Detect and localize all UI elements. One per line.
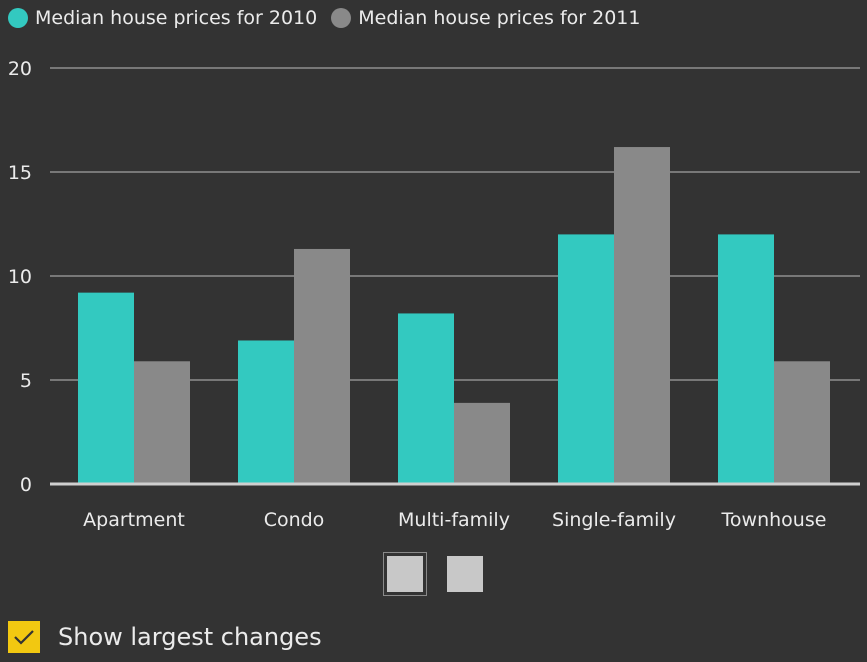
x-tick-label-condo: Condo xyxy=(264,509,325,531)
page-2-button[interactable] xyxy=(447,556,483,592)
bar-single-family-2010 xyxy=(558,234,614,484)
x-tick-label-townhouse: Townhouse xyxy=(721,509,827,531)
bar-apartment-2011 xyxy=(134,361,190,484)
bar-condo-2011 xyxy=(294,248,350,484)
show-largest-changes-checkbox[interactable] xyxy=(8,621,40,653)
bar-chart: 0 5 10 15 20 Apartment Condo Multi-family Single… xyxy=(8,58,860,531)
y-tick-label-10: 10 xyxy=(8,266,32,288)
page-navigator xyxy=(383,552,483,596)
legend: Median house prices for 2010 Median hous… xyxy=(8,5,654,31)
show-largest-changes-toggle[interactable]: Show largest changes xyxy=(8,621,322,653)
legend-label-2011: Median house prices for 2011 xyxy=(358,7,641,29)
page-1-indicator xyxy=(387,556,423,592)
show-largest-changes-label: Show largest changes xyxy=(58,623,322,651)
bar-townhouse-2010 xyxy=(718,234,774,484)
y-tick-label-20: 20 xyxy=(8,58,32,80)
legend-marker-2011 xyxy=(331,8,352,28)
bar-multi-family-2011 xyxy=(454,402,510,484)
bar-condo-2010 xyxy=(238,340,294,484)
y-tick-label-0: 0 xyxy=(20,474,32,496)
bar-townhouse-2011 xyxy=(774,361,830,484)
legend-marker-2010 xyxy=(8,8,28,28)
page-1-button[interactable] xyxy=(383,552,427,596)
checkmark-icon xyxy=(14,630,34,645)
bar-single-family-2011 xyxy=(614,147,670,484)
x-tick-label-single-family: Single-family xyxy=(552,509,676,531)
legend-label-2010: Median house prices for 2010 xyxy=(35,7,318,29)
y-tick-label-15: 15 xyxy=(8,162,32,184)
bar-apartment-2010 xyxy=(78,292,134,484)
x-tick-label-multi-family: Multi-family xyxy=(398,509,510,531)
y-tick-label-5: 5 xyxy=(20,370,32,392)
legend-item-2011[interactable]: Median house prices for 2011 xyxy=(331,7,640,29)
x-tick-label-apartment: Apartment xyxy=(83,509,185,531)
legend-item-2010[interactable]: Median house prices for 2010 xyxy=(8,7,317,29)
bar-multi-family-2010 xyxy=(398,313,454,484)
